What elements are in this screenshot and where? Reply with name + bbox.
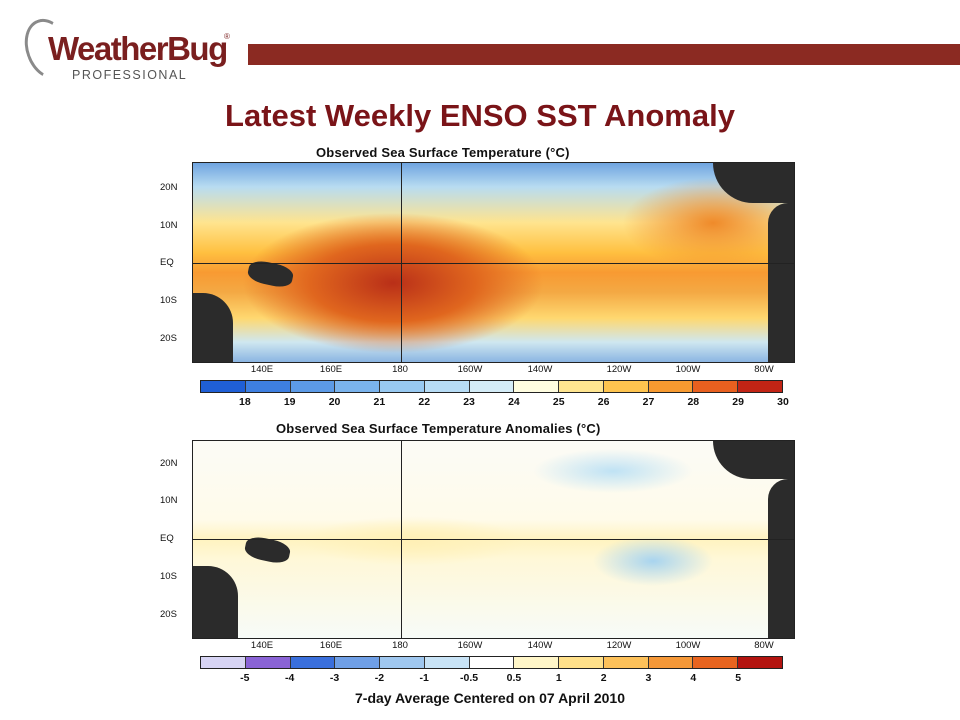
colorbar-swatch	[648, 657, 694, 668]
ytick: 20S	[160, 609, 177, 620]
land-south-america	[768, 203, 794, 362]
header-accent-bar	[248, 44, 960, 65]
colorbar-label: -4	[285, 672, 295, 684]
colorbar-label: 5	[735, 672, 742, 684]
colorbar-swatch	[245, 657, 291, 668]
colorbar-swatch	[648, 381, 694, 392]
colorbar-label: 1	[555, 672, 562, 684]
xtick: 160E	[319, 640, 343, 651]
ytick: EQ	[160, 533, 174, 544]
gridline-equator	[193, 263, 794, 264]
footnote-average-period: 7-day Average Centered on 07 April 2010	[355, 690, 625, 706]
colorbar-swatch	[603, 381, 649, 392]
colorbar-label: 20	[328, 396, 341, 408]
land-mexico	[713, 441, 794, 479]
gridline-dateline	[401, 163, 402, 362]
colorbar-swatch	[559, 657, 604, 668]
colorbar-label: 30	[777, 396, 789, 408]
colorbar-label: -5	[240, 672, 250, 684]
colorbar-label: 4	[690, 672, 697, 684]
slide-title: Latest Weekly ENSO SST Anomaly	[225, 98, 735, 133]
ytick: 20N	[160, 458, 178, 469]
colorbar-label: 26	[597, 396, 610, 408]
land-south-america	[768, 479, 794, 638]
colorbar-label: 29	[732, 396, 744, 408]
ytick: 20S	[160, 333, 177, 344]
colorbar-label: 19	[283, 396, 296, 408]
colorbar-swatch	[693, 381, 739, 392]
xtick: 100W	[675, 640, 701, 651]
xtick: 80W	[754, 364, 774, 375]
colorbar-label: 2	[600, 672, 607, 684]
ytick: 10N	[160, 495, 178, 506]
ytick: 10N	[160, 220, 178, 231]
colorbar-label: 23	[463, 396, 475, 408]
gridline-equator	[193, 539, 794, 540]
colorbar-label: 0.5	[506, 672, 522, 684]
land-australia	[193, 293, 233, 362]
colorbar-label: -0.5	[460, 672, 479, 684]
colorbar-swatch	[514, 657, 560, 668]
colorbar-swatch	[424, 657, 470, 668]
colorbar-swatch	[469, 381, 515, 392]
colorbar-swatch	[201, 381, 246, 392]
anomaly-colorbar	[200, 656, 783, 669]
xtick: 160W	[457, 364, 483, 375]
colorbar-swatch	[424, 381, 470, 392]
land-mexico	[713, 163, 794, 203]
xtick: 160W	[457, 640, 483, 651]
xtick: 180	[392, 640, 408, 651]
panel-title-anomalies: Observed Sea Surface Temperature Anomali…	[276, 421, 601, 436]
xtick: 120W	[606, 364, 632, 375]
xtick: 160E	[319, 364, 343, 375]
colorbar-swatch	[693, 657, 739, 668]
colorbar-swatch	[380, 657, 425, 668]
colorbar-label: 24	[508, 396, 520, 408]
colorbar-swatch	[603, 657, 649, 668]
xtick: 80W	[754, 640, 774, 651]
colorbar-swatch	[290, 381, 336, 392]
colorbar-label: -2	[374, 672, 385, 684]
colorbar-swatch	[559, 381, 604, 392]
xtick: 100W	[675, 364, 701, 375]
colorbar-swatch	[738, 657, 782, 668]
colorbar-label: 3	[645, 672, 652, 684]
colorbar-swatch	[380, 381, 425, 392]
xtick: 140E	[250, 640, 274, 651]
colorbar-label: 28	[687, 396, 700, 408]
weatherbug-logo: WeatherBug ® PROFESSIONAL	[16, 12, 232, 86]
ytick: EQ	[160, 257, 174, 268]
colorbar-label: -1	[419, 672, 429, 684]
sst-colorbar	[200, 380, 783, 393]
logo-subtitle: PROFESSIONAL	[72, 68, 188, 82]
colorbar-swatch	[738, 381, 782, 392]
xtick: 180	[392, 364, 408, 375]
sst-anomaly-map	[192, 440, 795, 639]
colorbar-swatch	[469, 657, 515, 668]
colorbar-label: 18	[239, 396, 251, 408]
xtick: 140E	[250, 364, 274, 375]
colorbar-label: 22	[418, 396, 431, 408]
xtick: 120W	[606, 640, 632, 651]
logo-registered-mark: ®	[224, 32, 230, 41]
colorbar-swatch	[335, 657, 381, 668]
xtick: 140W	[527, 640, 553, 651]
land-australia	[193, 566, 238, 638]
logo-name: WeatherBug	[48, 30, 228, 67]
ytick: 20N	[160, 182, 178, 193]
ytick: 10S	[160, 295, 177, 306]
colorbar-label: 21	[373, 396, 386, 408]
colorbar-label: 27	[642, 396, 655, 408]
ytick: 10S	[160, 571, 177, 582]
colorbar-swatch	[245, 381, 291, 392]
colorbar-label: -3	[329, 672, 340, 684]
colorbar-swatch	[514, 381, 560, 392]
colorbar-swatch	[335, 381, 381, 392]
colorbar-swatch	[290, 657, 336, 668]
panel-title-sst: Observed Sea Surface Temperature (°C)	[316, 145, 570, 160]
colorbar-label: 25	[552, 396, 565, 408]
sst-map	[192, 162, 795, 363]
xtick: 140W	[527, 364, 553, 375]
colorbar-swatch	[201, 657, 246, 668]
